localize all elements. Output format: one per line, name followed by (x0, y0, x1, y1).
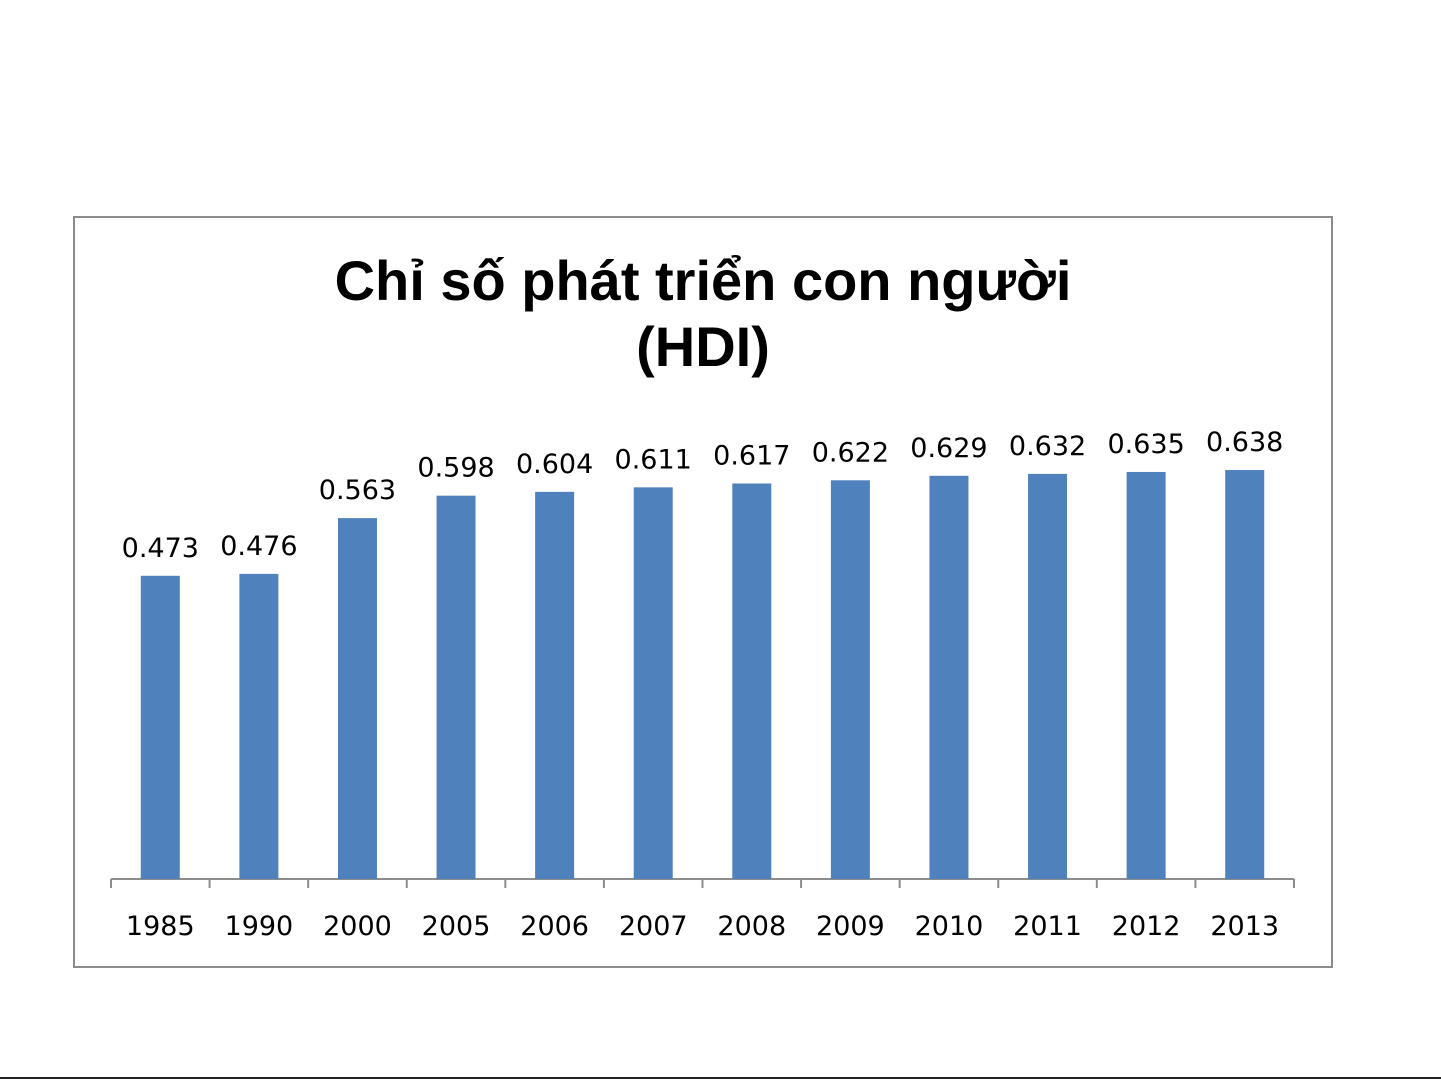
bar-1990 (239, 573, 279, 879)
bar-2000 (337, 518, 377, 879)
chart-title-block: Chỉ số phát triển con người (HDI) (75, 248, 1331, 380)
bar-2005 (436, 495, 476, 879)
data-label-1985: 0.473 (122, 533, 199, 564)
x-tick-label-2009: 2009 (816, 911, 885, 942)
bar-2009 (830, 480, 870, 879)
data-label-2013: 0.638 (1206, 427, 1283, 458)
data-label-2006: 0.604 (516, 449, 593, 480)
x-tick-label-2012: 2012 (1112, 911, 1181, 942)
data-label-2009: 0.622 (812, 437, 889, 468)
x-tick-label-2006: 2006 (520, 911, 589, 942)
data-label-2007: 0.611 (615, 444, 692, 475)
bar-2010 (929, 475, 969, 879)
x-tick-label-2007: 2007 (619, 911, 688, 942)
chart-area: Chỉ số phát triển con người (HDI) (73, 216, 1333, 968)
bar-2007 (633, 487, 673, 879)
chart-title: Chỉ số phát triển con người (334, 249, 1072, 312)
bar-1985 (140, 575, 180, 879)
x-tick-label-2010: 2010 (915, 911, 984, 942)
bar-2012 (1126, 471, 1166, 879)
x-tick-label-2005: 2005 (422, 911, 491, 942)
x-tick-label-2000: 2000 (323, 911, 392, 942)
bar-2013 (1225, 470, 1265, 879)
data-label-2012: 0.635 (1107, 429, 1184, 460)
page-bottom-divider (0, 1077, 1441, 1079)
data-label-2011: 0.632 (1009, 431, 1086, 462)
data-label-1990: 0.476 (220, 531, 297, 562)
data-label-2008: 0.617 (713, 441, 790, 472)
x-tick-label-2011: 2011 (1013, 911, 1082, 942)
chart-subtitle: (HDI) (636, 315, 770, 378)
data-label-2000: 0.563 (319, 475, 396, 506)
x-tick-label-2008: 2008 (717, 911, 786, 942)
x-tick-label-2013: 2013 (1210, 911, 1279, 942)
data-label-2010: 0.629 (910, 433, 987, 464)
x-tick-label-1990: 1990 (225, 911, 294, 942)
bar-2011 (1028, 473, 1068, 879)
bar-2006 (535, 491, 575, 879)
data-label-2005: 0.598 (417, 453, 494, 484)
bar-2008 (732, 483, 772, 879)
x-tick-label-1985: 1985 (126, 911, 195, 942)
